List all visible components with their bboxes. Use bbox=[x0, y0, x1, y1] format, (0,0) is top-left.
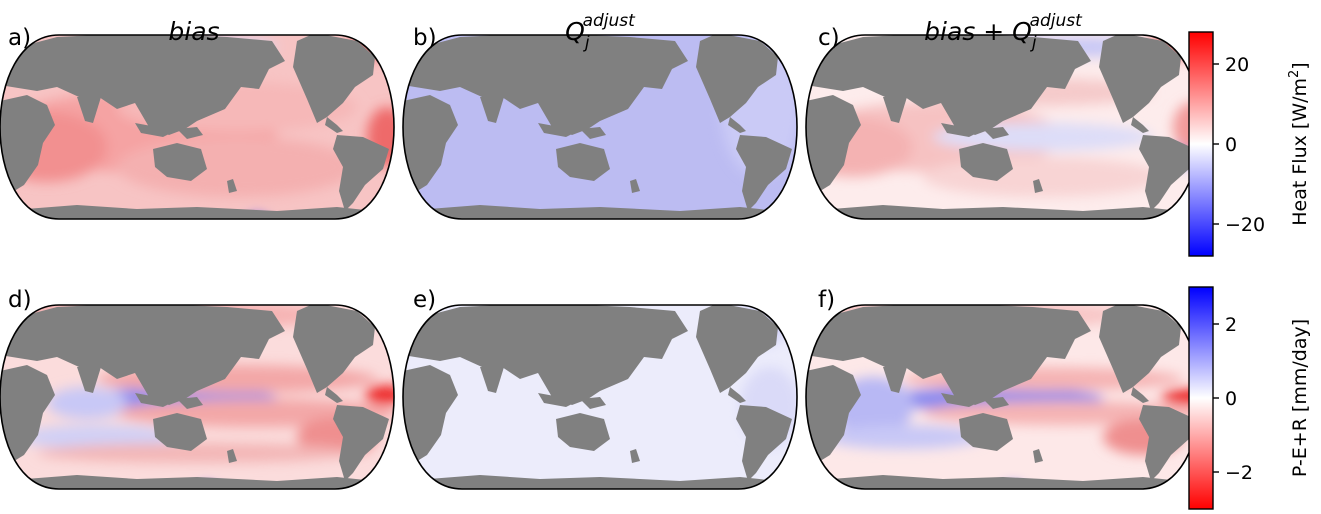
flux-anomaly-9 bbox=[823, 425, 983, 449]
flux-anomaly-7 bbox=[365, 385, 394, 405]
map-panel-2 bbox=[402, 34, 798, 220]
colorbar-gradient bbox=[1188, 286, 1214, 510]
map-panel-5 bbox=[402, 304, 798, 490]
map-outline bbox=[0, 304, 395, 490]
panel-label: f) bbox=[818, 287, 835, 313]
map-outline bbox=[0, 34, 395, 220]
panel-label: b) bbox=[413, 25, 437, 51]
panel-title: bias bbox=[168, 17, 219, 46]
colorbar-tick-label: −2 bbox=[1225, 462, 1253, 484]
panel-title: Qjadjust bbox=[565, 11, 636, 53]
map-panel-6 bbox=[805, 304, 1201, 490]
colorbar-tick-label: 20 bbox=[1225, 54, 1249, 76]
panel-label: e) bbox=[413, 287, 436, 313]
colorbar-fw: 2 0 −2 P-E+R [mm/day] bbox=[1188, 286, 1311, 510]
colorbar-label: P-E+R [mm/day] bbox=[1289, 319, 1311, 477]
colorbar-gradient bbox=[1188, 31, 1214, 257]
colorbar-tick-label: 2 bbox=[1225, 314, 1237, 336]
colorbars: 200−20 Heat Flux [W/m2]20−2 P-E+R [mm/day] bbox=[1188, 31, 1311, 510]
panel-title: bias + Qjadjust bbox=[924, 11, 1083, 53]
map-outline bbox=[402, 304, 798, 490]
colorbar-heat: 20 0 −20 Heat Flux [W/m2] bbox=[1188, 31, 1311, 257]
panel-label: c) bbox=[818, 25, 840, 51]
colorbar-tick-label: 0 bbox=[1225, 134, 1237, 156]
panel-label: d) bbox=[8, 287, 32, 313]
colorbar-tick-label: 0 bbox=[1225, 388, 1237, 410]
flux-anomaly-10 bbox=[37, 443, 357, 463]
flux-anomaly-5 bbox=[47, 387, 127, 419]
map-panel-1 bbox=[0, 34, 395, 220]
map-panel-3 bbox=[805, 34, 1201, 220]
colorbar-tick-label: −20 bbox=[1225, 214, 1265, 236]
map-panel-4 bbox=[0, 304, 395, 490]
colorbar-label: Heat Flux [W/m2] bbox=[1287, 62, 1311, 225]
flux-anomaly-9 bbox=[17, 425, 177, 449]
map-panels bbox=[0, 34, 1201, 490]
panel-label: a) bbox=[8, 25, 31, 51]
flux-anomaly-7 bbox=[117, 137, 357, 197]
map-outline bbox=[402, 34, 798, 220]
